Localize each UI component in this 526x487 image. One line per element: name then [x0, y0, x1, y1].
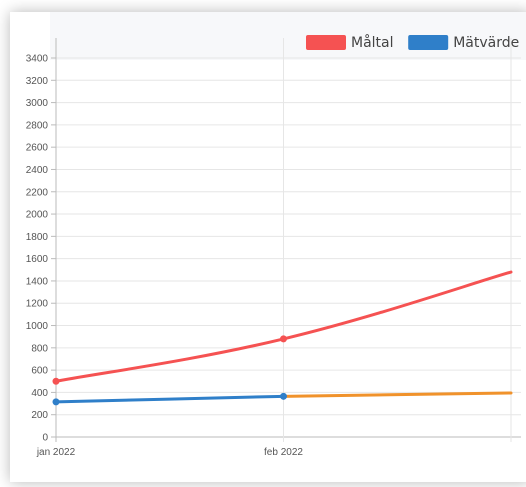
y-tick-label: 800	[31, 343, 48, 354]
y-tick-label: 2400	[26, 165, 49, 176]
y-axis-ticks: 0 200 400 600 800 1000 1200 1400 1600 1800 2000 220…	[26, 54, 49, 444]
x-tick-label: jan 2022	[36, 447, 76, 458]
y-tick-label: 1800	[26, 232, 49, 243]
y-tick-label: 2600	[26, 143, 49, 154]
y-tick-label: 1400	[26, 276, 49, 287]
data-point[interactable]	[280, 335, 287, 343]
grid-lines	[51, 38, 521, 442]
y-tick-label: 2800	[26, 120, 49, 131]
y-tick-label: 1000	[26, 321, 49, 332]
legend-label[interactable]: Måltal	[351, 34, 394, 51]
y-tick-label: 3000	[26, 98, 49, 109]
data-point[interactable]	[52, 398, 60, 406]
series-line-1	[54, 394, 285, 404]
y-tick-label: 200	[31, 410, 48, 421]
legend-swatch[interactable]	[306, 35, 346, 50]
y-tick-label: 1600	[26, 254, 49, 265]
data-point[interactable]	[280, 392, 287, 400]
y-tick-label: 400	[31, 388, 48, 399]
series-line-2	[282, 391, 513, 398]
legend-swatch[interactable]	[408, 35, 449, 50]
y-tick-label: 3200	[26, 76, 49, 87]
y-tick-label: 600	[31, 366, 48, 377]
series-lines	[52, 270, 513, 406]
x-tick-label: feb 2022	[264, 447, 303, 458]
line-chart: 0 200 400 600 800 1000 1200 1400 1600 1800 2000 220…	[26, 12, 526, 458]
data-point[interactable]	[52, 377, 60, 385]
y-tick-label: 1200	[26, 299, 49, 310]
y-tick-label: 3400	[26, 54, 49, 65]
y-tick-label: 0	[42, 433, 48, 444]
y-tick-label: 2200	[26, 187, 49, 198]
legend-label[interactable]: Mätvärde	[453, 35, 519, 51]
x-axis-ticks: jan 2022 feb 2022	[36, 447, 304, 458]
legend[interactable]: Måltal Mätvärde	[306, 34, 519, 51]
chart-frame: 0 200 400 600 800 1000 1200 1400 1600 1800 2000 220…	[10, 12, 526, 482]
y-tick-label: 2000	[26, 210, 49, 221]
